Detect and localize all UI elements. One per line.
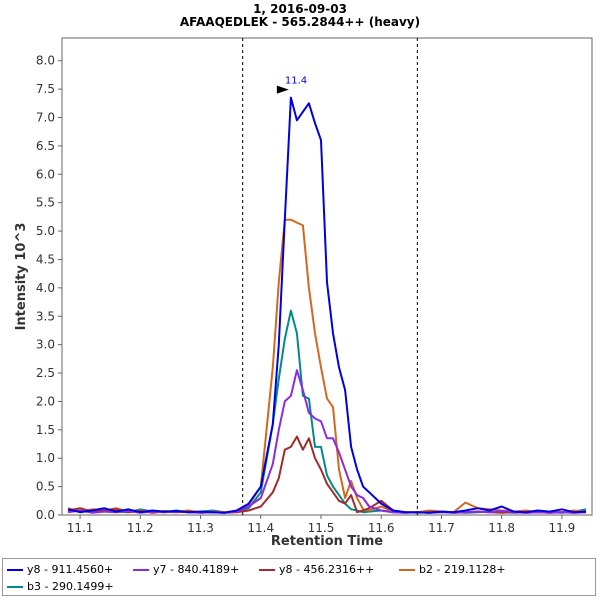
legend-item: y7 - 840.4189+ [133,563,239,576]
legend-item: y8 - 456.2316++ [259,563,374,576]
legend-label: b2 - 219.1128+ [419,563,506,576]
x-axis-label: Retention Time [271,534,383,549]
x-tick-label: 11.6 [368,521,395,535]
x-tick-label: 11.3 [187,521,214,535]
y-tick-label: 2.0 [36,394,55,408]
y-tick-label: 6.0 [36,167,55,181]
legend: y8 - 911.4560+ y7 - 840.4189+ y8 - 456.231… [2,558,596,596]
y-tick-label: 3.0 [36,338,55,352]
x-tick-label: 11.9 [549,521,576,535]
y-tick-label: 4.5 [36,252,55,266]
series-line [67,96,587,514]
legend-swatch [7,568,23,571]
y-tick-label: 4.0 [36,281,55,295]
legend-swatch [7,585,23,588]
y-tick-label: 6.5 [36,139,55,153]
x-tick-label: 11.1 [67,521,94,535]
y-axis-label: Intensity 10^3 [14,223,29,331]
legend-label: b3 - 290.1499+ [27,580,114,593]
y-tick-label: 5.5 [36,196,55,210]
y-tick-label: 0.0 [36,508,55,522]
legend-item: b3 - 290.1499+ [7,580,114,593]
legend-swatch [259,568,275,571]
legend-swatch [133,568,149,571]
x-tick-label: 11.2 [127,521,154,535]
x-tick-label: 11.5 [308,521,335,535]
y-tick-label: 5.0 [36,224,55,238]
x-tick-label: 11.7 [428,521,455,535]
y-tick-label: 3.5 [36,309,55,323]
y-tick-label: 7.0 [36,111,55,125]
chart-title: 1, 2016-09-03 [253,2,347,16]
y-tick-label: 1.0 [36,451,55,465]
legend-swatch [399,568,415,571]
chart-subtitle: AFAAQEDLEK - 565.2844++ (heavy) [179,15,421,29]
legend-label: y8 - 456.2316++ [279,563,375,576]
x-tick-label: 11.4 [247,521,274,535]
peak-marker [276,85,289,94]
x-tick-label: 11.8 [488,521,515,535]
legend-item: b2 - 219.1128+ [399,563,506,576]
y-tick-label: 0.5 [36,480,55,494]
y-tick-label: 1.5 [36,423,55,437]
y-tick-label: 8.0 [36,54,55,68]
legend-label: y7 - 840.4189+ [153,563,240,576]
y-tick-label: 2.5 [36,366,55,380]
legend-label: y8 - 911.4560+ [27,563,114,576]
legend-item: y8 - 911.4560+ [7,563,113,576]
peak-label: 11.4 [285,76,307,87]
y-tick-label: 7.5 [36,82,55,96]
